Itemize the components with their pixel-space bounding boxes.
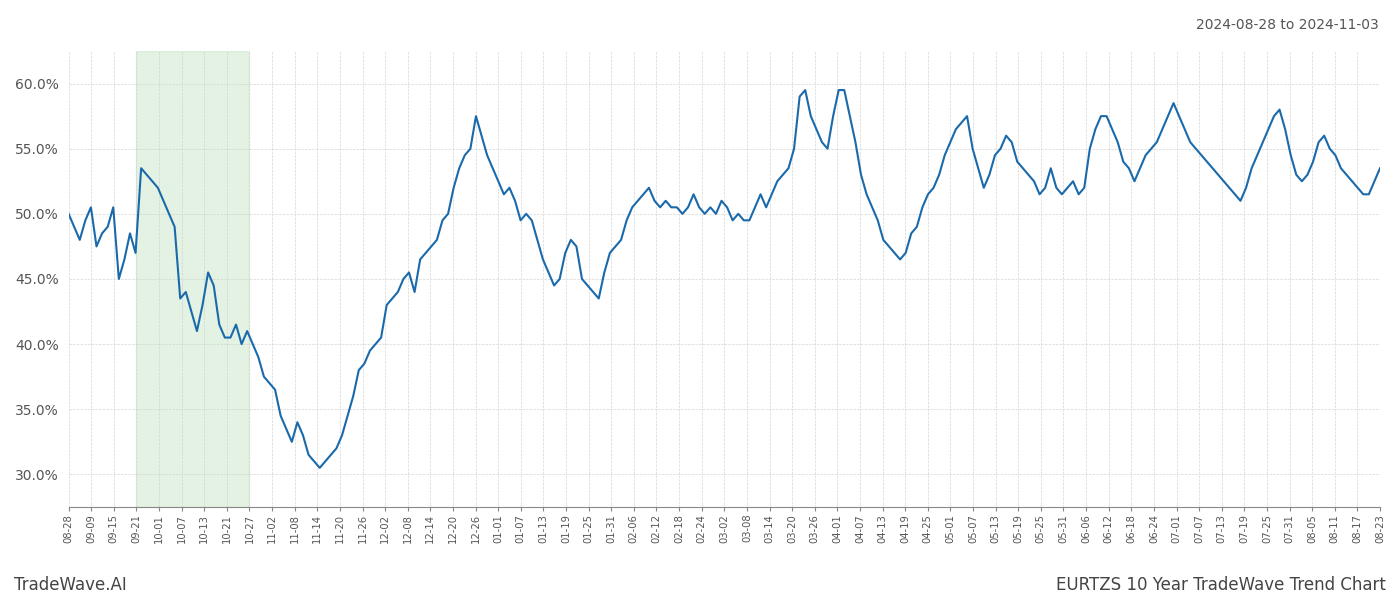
Text: 2024-08-28 to 2024-11-03: 2024-08-28 to 2024-11-03 (1196, 18, 1379, 32)
Text: EURTZS 10 Year TradeWave Trend Chart: EURTZS 10 Year TradeWave Trend Chart (1056, 576, 1386, 594)
Bar (136, 51, 249, 507)
Text: TradeWave.AI: TradeWave.AI (14, 576, 127, 594)
